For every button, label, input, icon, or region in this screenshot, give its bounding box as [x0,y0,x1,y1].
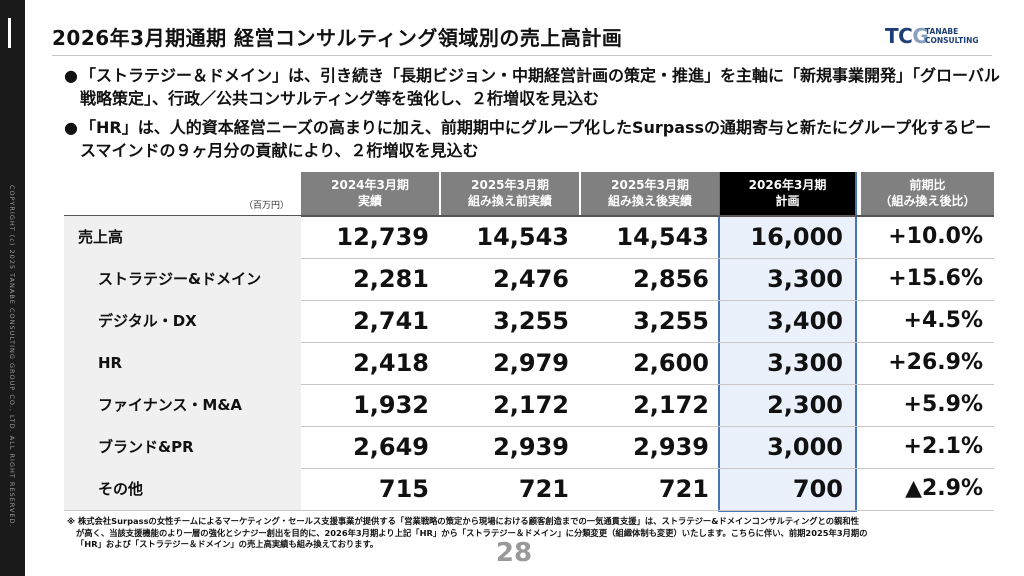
value-yoy: +10.0% [888,224,983,249]
bullet-text: 「ストラテジー＆ドメイン」は、引き続き「長期ビジョン・中期経営計画の策定・推進」… [80,66,1000,108]
table-row-brand-pr: ブランド&PR 2,649 2,939 2,939 3,000 +2.1% [64,426,994,468]
value-fy2026-plan: 16,000 [750,223,843,251]
table-row-strategy-domain: ストラテジー&ドメイン 2,281 2,476 2,856 3,300 +15.… [64,258,994,300]
row-label-cell [64,216,301,258]
value-yoy: +4.5% [903,308,983,333]
row-divider [64,342,994,343]
value-fy2026-plan: 700 [792,475,843,503]
value-fy2024: 715 [378,475,429,503]
row-label-cell [64,426,301,468]
value-fy2026-plan: 3,300 [767,265,843,293]
value-fy2026-plan: 2,300 [767,391,843,419]
value-fy2025-before: 2,939 [493,433,569,461]
value-fy2025-before: 2,979 [493,349,569,377]
row-label: ブランド&PR [98,438,194,456]
title-divider [52,55,992,56]
value-fy2025-after: 2,856 [633,265,709,293]
value-fy2026-plan: 3,300 [767,349,843,377]
value-fy2025-before: 3,255 [493,307,569,335]
value-fy2026-plan: 3,400 [767,307,843,335]
table-row-hr: HR 2,418 2,979 2,600 3,300 +26.9% [64,342,994,384]
row-label: 売上高 [78,228,124,246]
row-label: ファイナンス・M&A [98,396,243,414]
bullet-dot-icon: ● [64,66,78,85]
value-fy2025-before: 721 [518,475,569,503]
header-fy2024-actual: 2024年3月期 実績 [301,172,439,215]
table-row-finance-ma: ファイナンス・M&A 1,932 2,172 2,172 2,300 +5.9% [64,384,994,426]
bullet-dot-icon: ● [64,118,78,137]
table-row-total: 売上高 12,739 14,543 14,543 16,000 +10.0% [64,216,994,258]
unit-label: （百万円） [244,201,290,211]
logo-name: TANABE CONSULTING [925,27,979,45]
slide-title: 2026年3月期通期 経営コンサルティング領域別の売上高計画 [52,26,623,50]
value-yoy: +5.9% [903,392,983,417]
row-divider [64,300,994,301]
value-fy2024: 12,739 [336,223,429,251]
bullet-text: 「HR」は、人的資本経営ニーズの高まりに加え、前期期中にグループ化したSurpa… [80,118,992,160]
value-fy2025-after: 721 [658,475,709,503]
value-yoy: +26.9% [888,350,983,375]
header-fy2026-plan: 2026年3月期 計画 [720,172,855,215]
footnote-line: ※ 株式会社Surpassの女性チームによるマーケティング・セールス支援事業が提… [67,516,859,526]
row-label-cell [64,300,301,342]
value-fy2025-after: 2,600 [633,349,709,377]
value-fy2024: 2,281 [353,265,429,293]
table-row-other: その他 715 721 721 700 ▲2.9% [64,468,994,510]
row-label-cell [64,258,301,300]
company-logo: TCG TANABE CONSULTING [885,24,995,52]
row-label-cell [64,468,301,510]
value-fy2024: 1,932 [353,391,429,419]
value-fy2025-before: 2,476 [493,265,569,293]
footnote-line: が高く、当該支援機能のより一層の強化とシナジー創出を目的に、2026年3月期より… [76,527,868,538]
bullet-item: ● 「ストラテジー＆ドメイン」は、引き続き「長期ビジョン・中期経営計画の策定・推… [64,64,1004,110]
header-divider [64,215,994,217]
row-label: その他 [98,480,144,498]
copyright-text: COPYRIGHT (c) 2025 TANABE CONSULTING GRO… [8,185,16,528]
row-label: HR [98,354,123,372]
value-fy2025-after: 3,255 [633,307,709,335]
row-divider [64,510,994,511]
row-divider [64,426,994,427]
value-fy2024: 2,649 [353,433,429,461]
sidebar-accent-bar [8,18,11,48]
row-label-cell [64,342,301,384]
value-yoy: +15.6% [888,266,983,291]
row-label: ストラテジー&ドメイン [98,270,262,288]
value-fy2025-after: 14,543 [616,223,709,251]
table-row-digital-dx: デジタル・DX 2,741 3,255 3,255 3,400 +4.5% [64,300,994,342]
value-fy2025-before: 14,543 [476,223,569,251]
page-number: 28 [495,538,533,568]
value-yoy: +2.1% [903,434,983,459]
row-divider [64,468,994,469]
logo-mark: TCG [885,24,929,48]
value-fy2025-after: 2,172 [633,391,709,419]
value-fy2025-before: 2,172 [493,391,569,419]
header-fy2025-after: 2025年3月期 組み換え後実績 [581,172,719,215]
footnote-line: 「HR」および「ストラテジー＆ドメイン」の売上高実績も組み換えております。 [76,539,379,549]
value-fy2024: 2,418 [353,349,429,377]
bullet-list: ● 「ストラテジー＆ドメイン」は、引き続き「長期ビジョン・中期経営計画の策定・推… [64,64,1004,168]
footnote: ※ 株式会社Surpassの女性チームによるマーケティング・セールス支援事業が提… [67,516,997,551]
left-sidebar: COPYRIGHT (c) 2025 TANABE CONSULTING GRO… [0,0,25,576]
row-label-cell [64,384,301,426]
value-fy2026-plan: 3,000 [767,433,843,461]
row-divider [64,258,994,259]
bullet-item: ● 「HR」は、人的資本経営ニーズの高まりに加え、前期期中にグループ化したSur… [64,116,1004,162]
value-fy2025-after: 2,939 [633,433,709,461]
row-divider [64,384,994,385]
value-yoy: ▲2.9% [905,476,983,501]
row-label: デジタル・DX [98,312,197,330]
value-fy2024: 2,741 [353,307,429,335]
header-fy2025-before: 2025年3月期 組み換え前実績 [441,172,579,215]
header-yoy: 前期比 （組み換え後比） [861,172,994,215]
